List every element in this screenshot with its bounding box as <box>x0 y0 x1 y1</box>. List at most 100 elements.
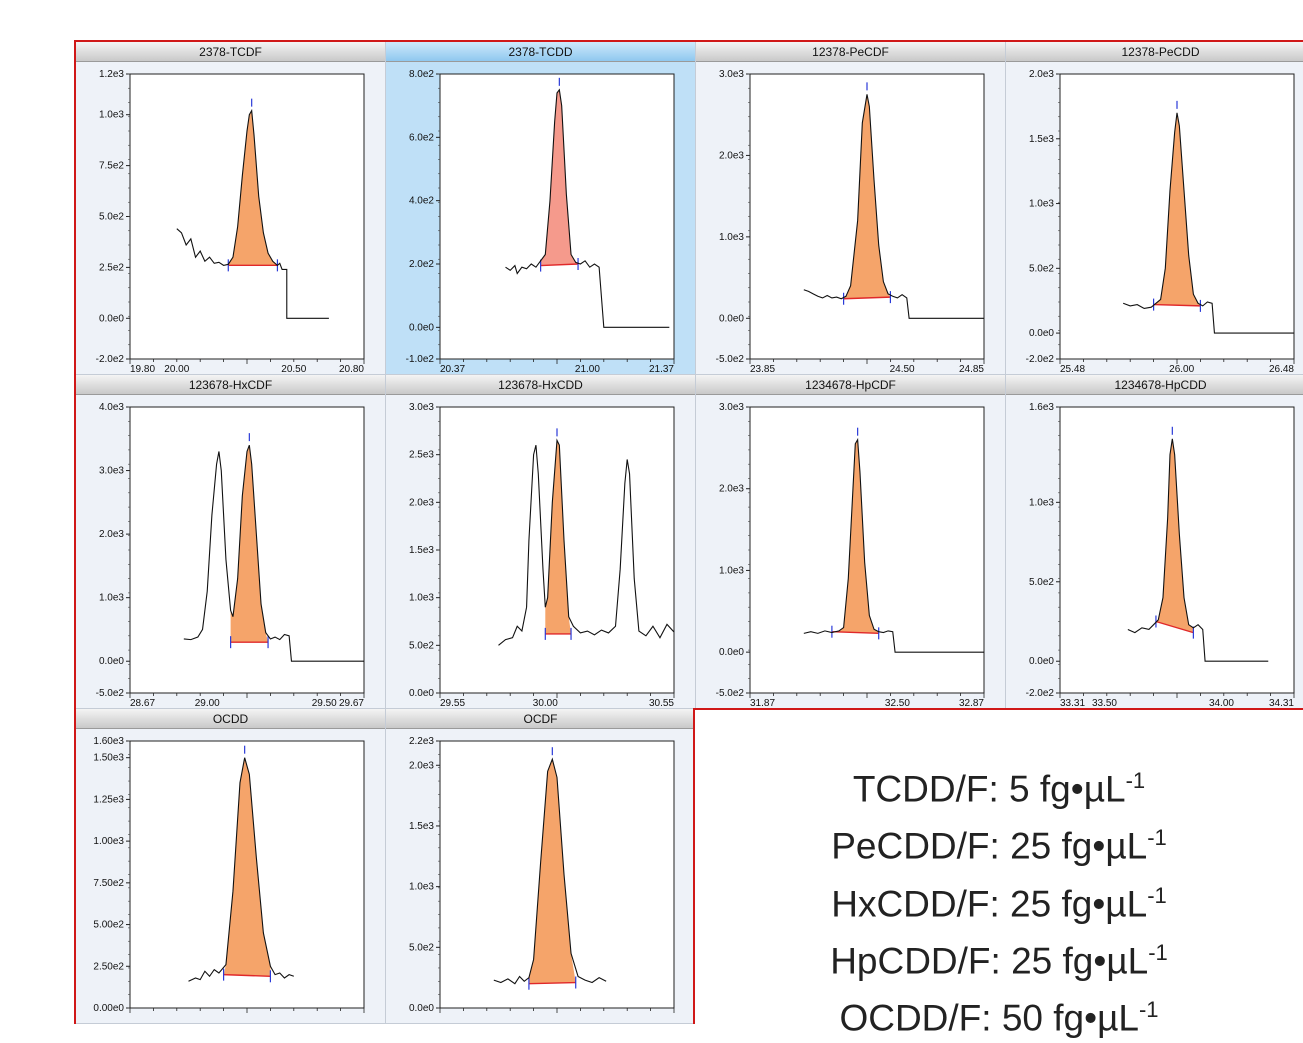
y-tick-label: 1.2e3 <box>99 69 124 80</box>
x-tick-label: 19.80 <box>130 364 155 375</box>
plot-area <box>749 406 985 694</box>
signal-trace <box>493 757 607 985</box>
y-tick-label: 1.0e3 <box>719 565 744 576</box>
x-tick-label: 33.31 <box>1060 698 1085 709</box>
concentration-legend: TCDD/F: 5 fg•µL-1 PeCDD/F: 25 fg•µL-1 Hx… <box>693 708 1303 1039</box>
chromatogram-panel[interactable]: OCDF 2.2e3 2.0e3 1.5e3 1.0e3 5.0e2 0.0e0 <box>386 709 696 1024</box>
y-tick-label: 0.0e0 <box>719 647 744 658</box>
chromatogram-panel[interactable]: 2378-TCDF 1.2e3 1.0e3 7.5e2 5.0e2 2.5e2 0.0e0 -… <box>76 42 386 375</box>
y-tick-label: 2.0e3 <box>719 484 744 495</box>
x-tick-label: 31.87 <box>750 698 775 709</box>
peak-area <box>540 89 579 266</box>
chromatogram-panel[interactable]: 1234678-HpCDF 3.0e3 2.0e3 1.0e3 0.0e0 -5.0e2 3… <box>696 375 1006 709</box>
x-tick-label: 26.00 <box>1169 364 1194 375</box>
peak-area <box>223 757 271 977</box>
y-tick-label: 5.0e2 <box>409 942 434 953</box>
y-tick-label: 2.5e3 <box>409 450 434 461</box>
y-tick-label: 5.0e2 <box>409 640 434 651</box>
concentration-exponent: -1 <box>1125 768 1146 793</box>
chromatogram-plot: 1.2e3 1.0e3 7.5e2 5.0e2 2.5e2 0.0e0 -2.0e2 19.8… <box>96 69 365 375</box>
y-tick-label: 0.0e0 <box>409 322 434 333</box>
x-tick-label: 34.00 <box>1209 698 1234 709</box>
y-tick-label: 3.0e3 <box>99 466 124 477</box>
y-tick-label: 2.50e2 <box>93 961 124 972</box>
y-tick-label: 3.0e3 <box>719 402 744 413</box>
x-tick-label: 26.48 <box>1269 364 1294 375</box>
x-tick-label: 29.55 <box>440 698 465 709</box>
chromatogram-plot: 8.0e2 6.0e2 4.0e2 2.0e2 0.0e0 -1.0e2 20.37 21.0… <box>406 69 675 375</box>
y-tick-label: 4.0e2 <box>409 196 434 207</box>
concentration-exponent: -1 <box>1147 825 1167 851</box>
y-tick-label: 1.0e3 <box>99 593 124 604</box>
peak-area <box>230 445 269 643</box>
y-tick-label: 1.6e3 <box>1029 402 1054 413</box>
y-tick-label: 0.0e0 <box>409 1003 434 1014</box>
y-tick-label: 1.60e3 <box>93 736 124 747</box>
x-tick-label: 20.50 <box>281 364 306 375</box>
concentration-line: OCDD/F: 50 fg•µL-1 <box>695 985 1303 1042</box>
x-tick-label: 24.85 <box>959 364 984 375</box>
concentration-label: PeCDD/F: 25 fg•µL <box>831 825 1148 867</box>
y-tick-label: 2.0e3 <box>409 497 434 508</box>
panel-title: OCDD <box>76 709 385 729</box>
peak-area <box>1155 438 1194 633</box>
chromatogram-plot: 1.60e3 1.50e3 1.25e3 1.00e3 7.50e2 5.00e2 2.50… <box>93 736 365 1014</box>
y-tick-label: 1.5e3 <box>1029 134 1054 145</box>
y-tick-label: 1.00e3 <box>93 836 124 847</box>
chromatogram-plot: 3.0e3 2.5e3 2.0e3 1.5e3 1.0e3 5.0e2 0.0e0 29.55… <box>409 402 675 709</box>
y-tick-label: -5.0e2 <box>96 688 125 699</box>
chromatogram-panel[interactable]: 123678-HxCDF 4.0e3 3.0e3 2.0e3 1.0e3 0.0e0 -5.… <box>76 375 386 709</box>
y-tick-label: 5.0e2 <box>99 212 124 223</box>
panel-title: 2378-TCDD <box>386 42 695 62</box>
y-tick-label: 1.5e3 <box>409 821 434 832</box>
x-tick-label: 21.37 <box>649 364 674 375</box>
peak-baseline <box>223 973 271 977</box>
concentration-line: PeCDD/F: 25 fg•µL-1 <box>695 813 1303 870</box>
peak-area <box>528 759 576 984</box>
y-tick-label: 2.0e3 <box>99 529 124 540</box>
panel-title: 1234678-HpCDD <box>1006 375 1303 395</box>
chromatogram-panel[interactable]: 12378-PeCDF 3.0e3 2.0e3 1.0e3 0.0e0 -5.0e2 23.… <box>696 42 1006 375</box>
signal-trace <box>498 438 675 646</box>
signal-trace <box>188 757 294 982</box>
panel-title: 2378-TCDF <box>76 42 385 62</box>
peak-area <box>545 440 572 634</box>
y-tick-label: 2.0e3 <box>1029 69 1054 80</box>
x-tick-label: 21.00 <box>575 364 600 375</box>
y-tick-label: 1.0e3 <box>1029 199 1054 210</box>
chromatogram-panel[interactable]: 12378-PeCDD 2.0e3 1.5e3 1.0e3 5.0e2 0.0e0 -2.0… <box>1006 42 1303 375</box>
x-tick-label: 20.00 <box>164 364 189 375</box>
chromatogram-panel[interactable]: 1234678-HpCDD 1.6e3 1.0e3 5.0e2 0.0e0 -2.0e2 3… <box>1006 375 1303 709</box>
x-tick-label: 20.80 <box>339 364 364 375</box>
concentration-label: HxCDD/F: 25 fg•µL <box>831 882 1148 924</box>
signal-trace <box>183 444 364 662</box>
panel-title: 123678-HxCDD <box>386 375 695 395</box>
chromatogram-panel[interactable]: OCDD 1.60e3 1.50e3 1.25e3 1.00e3 7.50e2 5.00e2… <box>76 709 386 1024</box>
panel-title: 12378-PeCDF <box>696 42 1005 62</box>
signal-trace <box>176 108 329 319</box>
y-tick-label: -2.0e2 <box>96 354 125 365</box>
signal-trace <box>505 88 670 328</box>
y-tick-label: 2.2e3 <box>409 736 434 747</box>
y-tick-label: 0.0e0 <box>1029 328 1054 339</box>
x-tick-label: 25.48 <box>1060 364 1085 375</box>
x-tick-label: 32.87 <box>959 698 984 709</box>
x-tick-label: 28.67 <box>130 698 155 709</box>
panel-title: OCDF <box>386 709 695 729</box>
x-tick-label: 29.00 <box>195 698 220 709</box>
y-tick-label: 5.00e2 <box>93 920 124 931</box>
panel-title: 123678-HxCDF <box>76 375 385 395</box>
y-tick-label: 1.25e3 <box>93 794 124 805</box>
y-tick-label: 2.5e2 <box>99 262 124 273</box>
peak-baseline <box>1153 303 1201 307</box>
chromatogram-panel[interactable]: 123678-HxCDD 3.0e3 2.5e3 2.0e3 1.5e3 1.0e3 5.0… <box>386 375 696 709</box>
concentration-exponent: -1 <box>1138 997 1159 1023</box>
x-tick-label: 24.50 <box>890 364 915 375</box>
y-tick-label: 2.0e3 <box>409 760 434 771</box>
y-tick-label: 0.0e0 <box>99 313 124 324</box>
concentration-exponent: -1 <box>1148 939 1168 965</box>
chromatogram-panel[interactable]: 2378-TCDD 8.0e2 6.0e2 4.0e2 2.0e2 0.0e0 -1.0e2… <box>386 42 696 375</box>
y-tick-label: 0.00e0 <box>93 1003 124 1014</box>
concentration-label: OCDD/F: 50 fg•µL <box>839 997 1139 1039</box>
